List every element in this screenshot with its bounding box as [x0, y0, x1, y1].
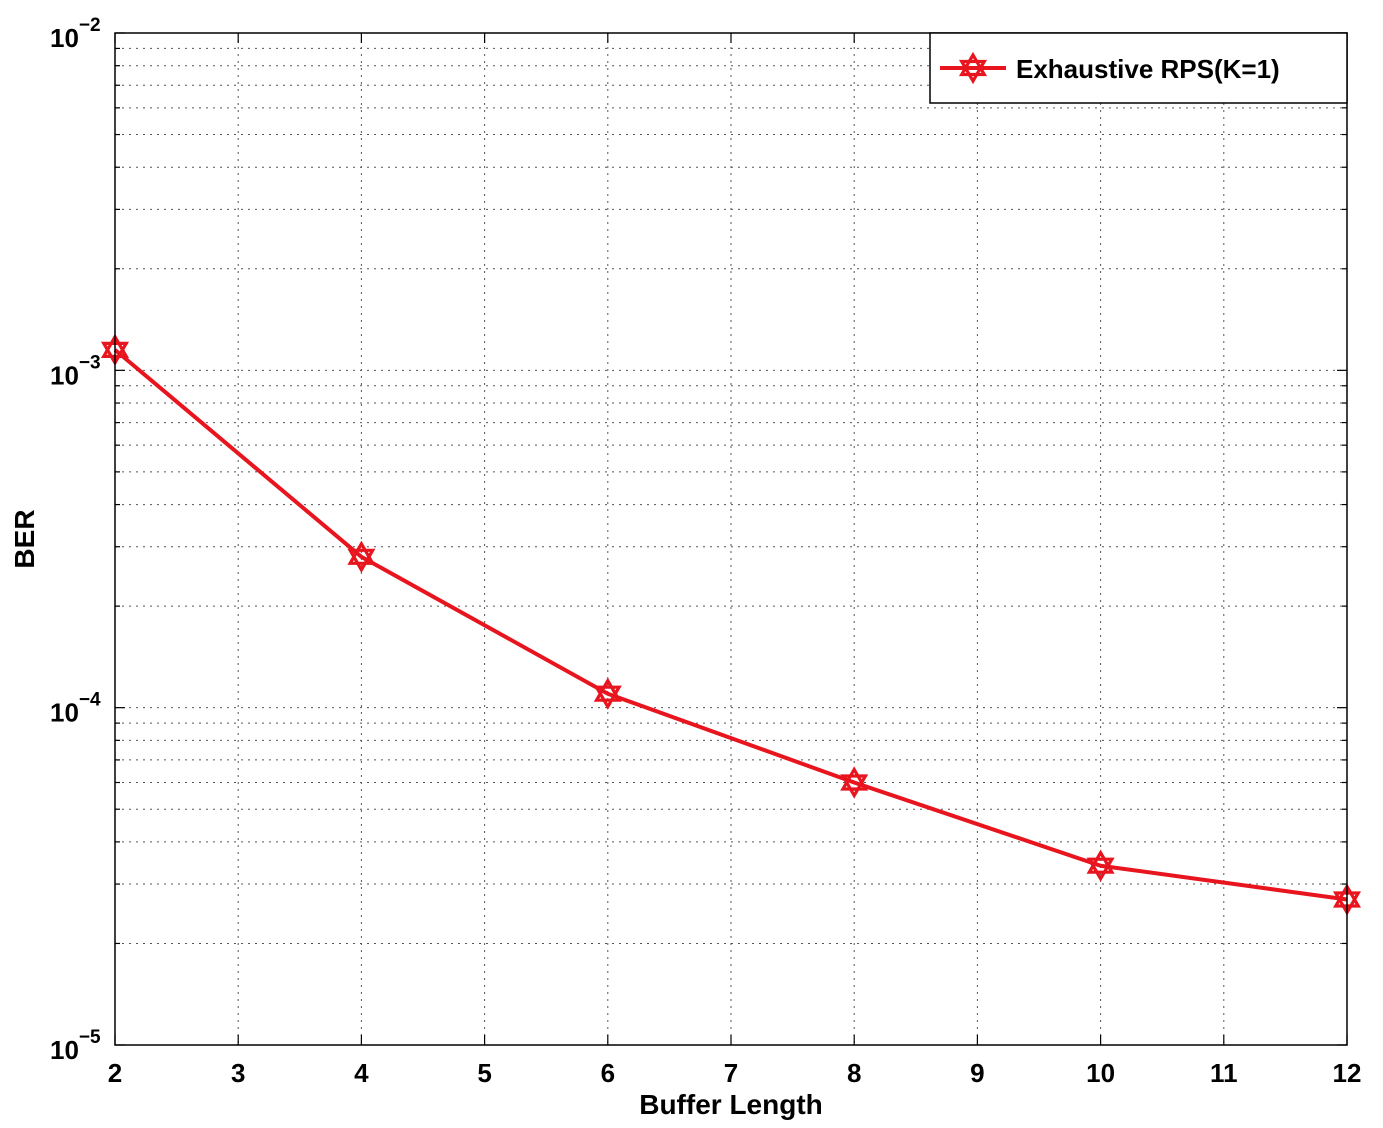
x-tick-label: 10: [1086, 1058, 1115, 1088]
hexagram-triangle-down: [958, 59, 988, 85]
hexagram-triangle-down: [840, 774, 869, 799]
y-tick-label: 10−5: [50, 1027, 101, 1065]
y-tick-label: 10−3: [50, 352, 101, 390]
hexagram-triangle-up: [958, 51, 988, 77]
legend: Exhaustive RPS(K=1): [929, 32, 1348, 104]
x-tick-label: 11: [1210, 1058, 1238, 1088]
x-tick-label: 7: [724, 1058, 738, 1088]
grid: [115, 33, 1347, 1045]
hexagram-triangle-up: [593, 677, 622, 702]
legend-label: Exhaustive RPS(K=1): [1016, 54, 1280, 84]
y-tick-base: 10: [50, 23, 79, 53]
y-tick-base: 10: [50, 1035, 79, 1065]
x-tick-label: 8: [847, 1058, 861, 1088]
hexagram-triangle-up: [1086, 849, 1115, 874]
y-tick-label: 10−4: [50, 690, 101, 728]
hexagram-marker: [347, 540, 376, 574]
x-tick-label: 12: [1333, 1058, 1362, 1088]
x-tick-labels: 2 3 4 5 6 7 8 9 10 11 12: [108, 1058, 1362, 1088]
hexagram-triangle-down: [593, 685, 622, 710]
hexagram-triangle-down: [347, 548, 376, 574]
hexagram-triangle-up: [347, 540, 376, 565]
y-tick-base: 10: [50, 698, 79, 728]
y-tick-exponent: −3: [79, 352, 101, 373]
hexagram-triangle-down: [1086, 857, 1115, 882]
x-tick-label: 5: [477, 1058, 491, 1088]
hexagram-marker: [958, 51, 988, 85]
y-tick-base: 10: [50, 360, 79, 390]
y-tick-exponent: −5: [79, 1027, 101, 1048]
plot-frame: [114, 32, 1348, 1046]
legend-marker-hexagram-icon: [958, 51, 988, 85]
hexagram-marker: [1086, 849, 1115, 882]
series-layer: [100, 333, 1362, 916]
y-tick-labels: 10−510−410−310−2: [50, 15, 101, 1065]
x-tick-label: 9: [970, 1058, 984, 1088]
hexagram-triangle-up: [840, 766, 869, 791]
x-axis-title: Buffer Length: [639, 1089, 823, 1120]
y-tick-exponent: −2: [79, 15, 101, 36]
x-tick-label: 2: [108, 1058, 122, 1088]
y-axis-title: BER: [9, 509, 40, 568]
y-tick-exponent: −4: [79, 690, 101, 711]
x-tick-label: 3: [231, 1058, 245, 1088]
y-tick-label: 10−2: [50, 15, 101, 53]
hexagram-marker: [593, 677, 622, 710]
hexagram-marker: [840, 766, 869, 799]
x-tick-label: 6: [601, 1058, 615, 1088]
x-tick-label: 4: [354, 1058, 369, 1088]
series-line: [113, 348, 1348, 902]
